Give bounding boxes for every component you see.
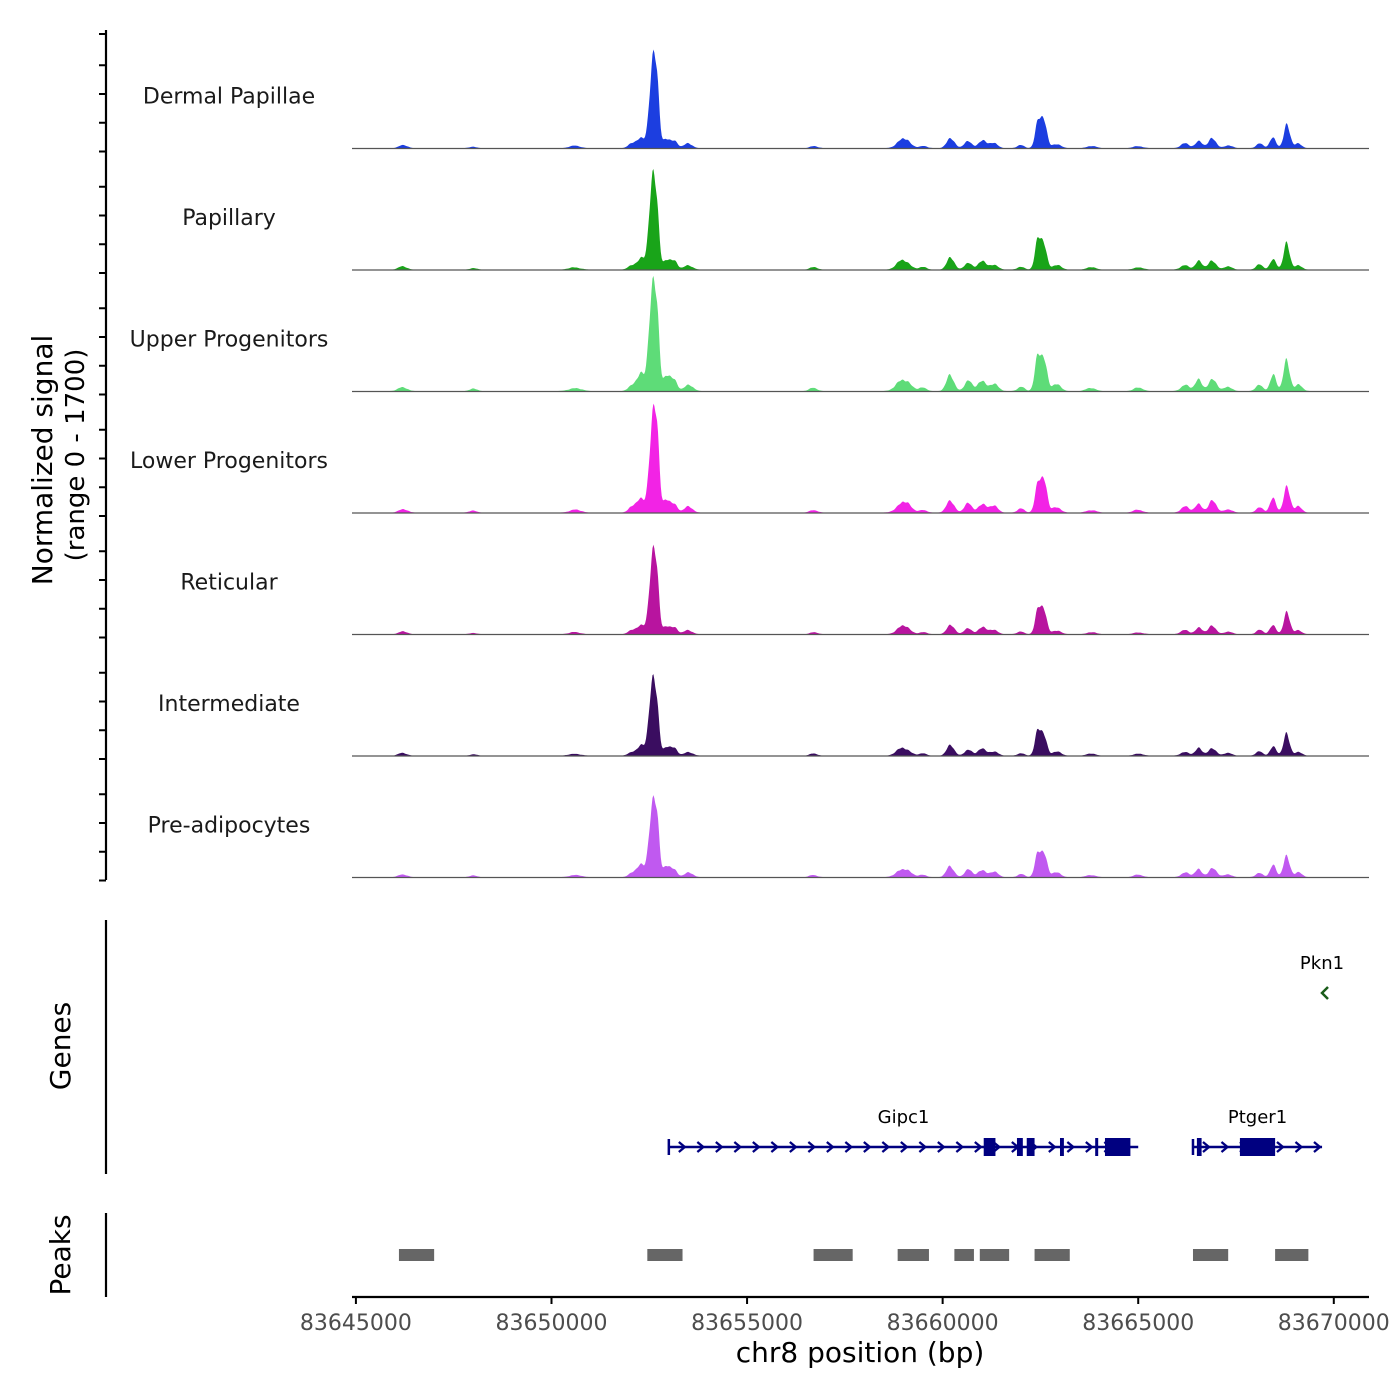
gene-strand-arrow [770, 1141, 780, 1153]
gene-ptger1: Ptger1 [1191, 1107, 1323, 1156]
track-label: Dermal Papillae [143, 85, 315, 110]
gene-strand-arrow [1202, 1141, 1211, 1153]
gene-strand-arrow [1294, 1141, 1304, 1153]
gene-exon [1239, 1138, 1276, 1156]
gene-strand-arrow [863, 1141, 872, 1153]
x-tick-label: 83660000 [887, 1311, 999, 1336]
peak-region [954, 1249, 974, 1261]
x-axis-ticks: 83645000 83650000 83655000 83660000 83665000… [300, 1297, 1390, 1336]
track-dermal-papillae: Dermal Papillae [143, 49, 1369, 150]
gene-strand-arrow [807, 1141, 817, 1153]
gene-strand-arrow [974, 1141, 983, 1153]
track-lower-progenitors: Lower Progenitors [130, 403, 1369, 514]
gene-strand-arrow [844, 1141, 854, 1153]
gene-strand-arrow [937, 1141, 946, 1153]
gene-pkn1: Pkn1 [1300, 953, 1344, 1000]
peaks-track-label: Peaks [44, 1214, 77, 1295]
gene-exon [1026, 1138, 1035, 1156]
signal-area [352, 49, 1369, 149]
signal-tracks: Dermal Papillae Papillary Upper Progenitor… [130, 49, 1369, 879]
gene-strand-arrow [1220, 1141, 1230, 1153]
gene-strand-arrow [1085, 1141, 1094, 1153]
track-reticular: Reticular [180, 544, 1369, 636]
gene-gipc1: Gipc1 [667, 1107, 1139, 1156]
signal-area [352, 674, 1369, 756]
gene-exon [1016, 1138, 1023, 1156]
x-tick-label: 83665000 [1082, 1311, 1194, 1336]
peak-region [647, 1249, 683, 1261]
track-papillary: Papillary [182, 168, 1369, 271]
gene-exon [1095, 1138, 1099, 1156]
track-label: Pre-adipocytes [148, 814, 311, 839]
signal-area [352, 544, 1369, 635]
track-label: Papillary [182, 206, 276, 231]
y-axis-title-line1: Normalized signal [26, 335, 59, 586]
signal-area [352, 275, 1369, 392]
track-label: Lower Progenitors [130, 449, 328, 474]
gene-strand-arrow [1048, 1141, 1057, 1153]
y-axis-title-line2: (range 0 - 1700) [61, 349, 91, 562]
genes-track: Pkn1 Gipc1 Ptger1 [667, 953, 1344, 1156]
gene-strand-arrow [789, 1141, 798, 1153]
gene-strand-arrow [1276, 1141, 1285, 1153]
gene-strand-arrow [715, 1141, 724, 1153]
x-tick-label: 83670000 [1278, 1311, 1390, 1336]
x-tick-label: 83655000 [691, 1311, 803, 1336]
signal-y-ticks [99, 33, 106, 882]
gene-strand-arrow [752, 1141, 761, 1153]
gene-strand-arrow [1066, 1141, 1076, 1153]
gene-label: Gipc1 [878, 1107, 930, 1128]
gene-exon [983, 1138, 996, 1156]
gene-strand-arrow [678, 1141, 687, 1153]
gene-label: Pkn1 [1300, 953, 1344, 974]
peaks-track [398, 1249, 1309, 1261]
gene-exon [1196, 1138, 1202, 1156]
gene-strand-arrow [881, 1141, 891, 1153]
gene-exon [1059, 1138, 1064, 1156]
peak-region [1034, 1249, 1070, 1261]
signal-area [352, 795, 1369, 878]
gene-strand-arrow [826, 1141, 835, 1153]
signal-area [352, 403, 1369, 513]
peak-region [979, 1249, 1010, 1261]
x-axis-title: chr8 position (bp) [736, 1336, 985, 1369]
peak-region [813, 1249, 853, 1261]
peak-region [1192, 1249, 1229, 1261]
gene-strand-arrow [955, 1141, 965, 1153]
peak-region [897, 1249, 929, 1261]
gene-strand-arrow [733, 1141, 743, 1153]
track-label: Reticular [180, 571, 278, 596]
gene-strand-arrow [696, 1141, 706, 1153]
gene-strand-arrow [1313, 1141, 1322, 1153]
peak-region [398, 1249, 435, 1261]
x-tick-label: 83650000 [495, 1311, 607, 1336]
gene-strand-arrow [918, 1141, 928, 1153]
genes-track-label: Genes [44, 1002, 77, 1090]
track-pre-adipocytes: Pre-adipocytes [148, 795, 1369, 879]
track-label: Upper Progenitors [130, 328, 329, 353]
track-intermediate: Intermediate [158, 674, 1369, 757]
gene-exon [1104, 1138, 1131, 1156]
gene-strand-arrow [1320, 986, 1329, 1000]
gene-label: Ptger1 [1228, 1107, 1287, 1128]
signal-area [352, 168, 1369, 270]
track-label: Intermediate [158, 692, 300, 717]
gene-strand-arrow [900, 1141, 909, 1153]
x-tick-label: 83645000 [300, 1311, 412, 1336]
peak-region [1275, 1249, 1309, 1261]
track-upper-progenitors: Upper Progenitors [130, 275, 1369, 393]
signal-y-axis [99, 30, 108, 882]
